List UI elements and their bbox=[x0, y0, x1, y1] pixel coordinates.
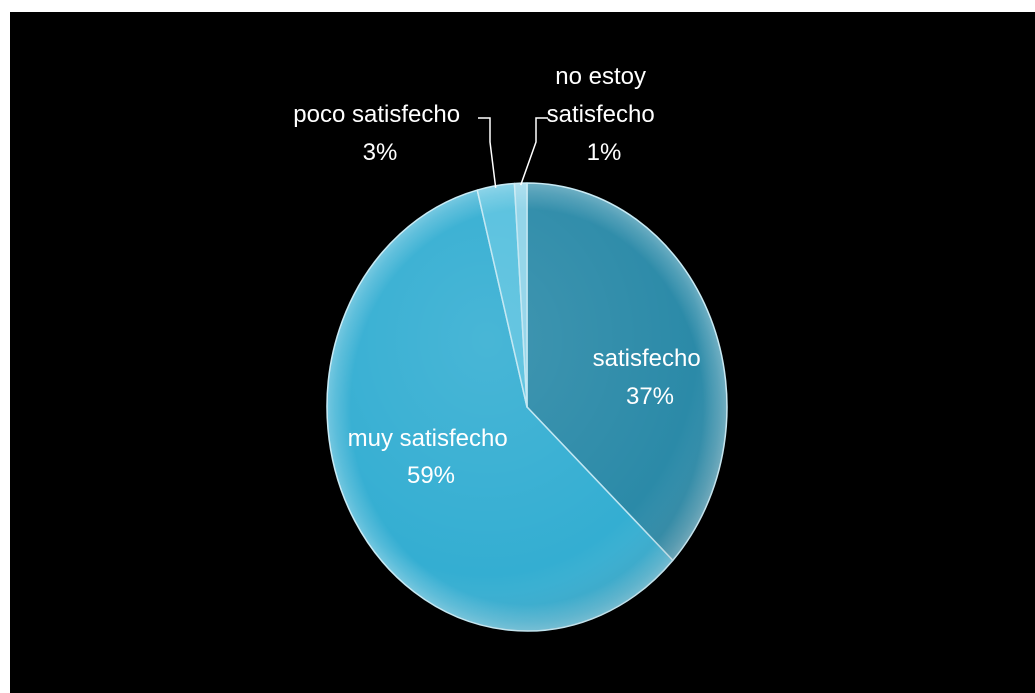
label-no-estoy-satisfecho-value: 1% bbox=[587, 139, 622, 166]
label-satisfecho-name: satisfecho bbox=[593, 345, 701, 372]
data-labels: satisfecho 37% muy satisfecho 59% poco s… bbox=[293, 63, 708, 489]
label-no-estoy-satisfecho-name-line2: satisfecho bbox=[547, 101, 655, 128]
label-no-estoy-satisfecho: no estoy satisfecho 1% bbox=[547, 63, 662, 166]
label-muy-satisfecho-value: 59% bbox=[407, 462, 455, 489]
label-poco-satisfecho-value: 3% bbox=[363, 139, 398, 166]
chart-area: satisfecho 37% muy satisfecho 59% poco s… bbox=[10, 12, 1035, 693]
pie-chart: satisfecho 37% muy satisfecho 59% poco s… bbox=[293, 63, 728, 632]
leader-line-poco-satisfecho bbox=[478, 117, 497, 188]
leader-lines bbox=[478, 117, 548, 188]
label-poco-satisfecho-name: poco satisfecho bbox=[293, 101, 460, 128]
label-muy-satisfecho: muy satisfecho 59% bbox=[348, 425, 515, 489]
leader-line-no-estoy-satisfecho bbox=[519, 117, 548, 186]
label-satisfecho: satisfecho 37% bbox=[593, 345, 708, 410]
label-muy-satisfecho-name: muy satisfecho bbox=[348, 425, 508, 452]
label-no-estoy-satisfecho-name-line1: no estoy bbox=[555, 63, 646, 90]
label-poco-satisfecho: poco satisfecho 3% bbox=[293, 101, 466, 166]
label-satisfecho-value: 37% bbox=[626, 383, 674, 410]
